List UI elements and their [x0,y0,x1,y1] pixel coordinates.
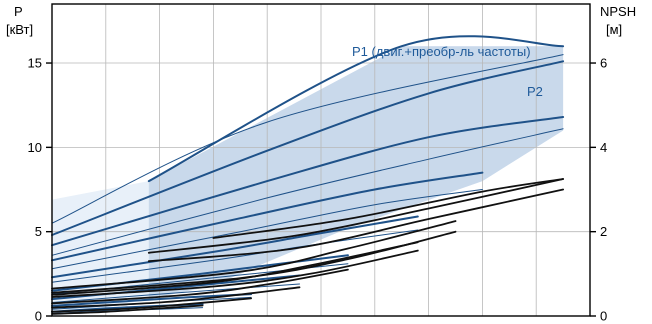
right-tick-label: 0 [600,309,607,324]
left-tick-label: 5 [35,224,42,239]
operating-range-band [52,46,564,316]
power-curve [51,215,419,279]
npsh-curve [51,249,419,298]
npsh-curve [51,220,457,290]
npsh-curve [51,286,301,309]
power-curve [147,35,565,183]
right-axis-label-line2: [м] [606,22,622,37]
operating-range-inner [148,46,564,300]
power-curve [51,54,564,224]
right-axis-label-line1: NPSH [600,4,636,19]
npsh-curve [51,268,349,305]
left-tick-label: 10 [28,140,42,155]
p1-annotation: P1 (двиг.+преобр-ль частоты) [352,44,531,59]
power-curve [51,293,253,307]
left-tick-label: 0 [35,309,42,324]
p2-annotation: P2 [527,84,543,99]
left-tick-label: 15 [28,56,42,71]
power-curve [51,283,300,303]
power-curve [51,60,565,236]
right-tick-label: 6 [600,56,607,71]
power-curve [51,128,564,256]
right-tick-label: 4 [600,140,607,155]
power-curve [51,116,565,247]
left-axis-label-line1: P [14,4,23,19]
power-curve [51,171,484,262]
left-axis-ticks: 0 5 10 15 [28,56,52,324]
npsh-curve [212,178,564,239]
power-curve [51,189,483,270]
npsh-curve [147,188,564,263]
npsh-curve [51,297,252,313]
plot-frame [51,3,591,317]
right-axis-ticks: 0 2 4 6 [590,56,607,324]
npsh-curves [51,178,564,315]
left-axis-label-line2: [кВт] [6,22,33,37]
right-tick-label: 2 [600,224,607,239]
npsh-curve [51,230,457,294]
npsh-curve [147,178,564,254]
npsh-curve [51,304,204,315]
